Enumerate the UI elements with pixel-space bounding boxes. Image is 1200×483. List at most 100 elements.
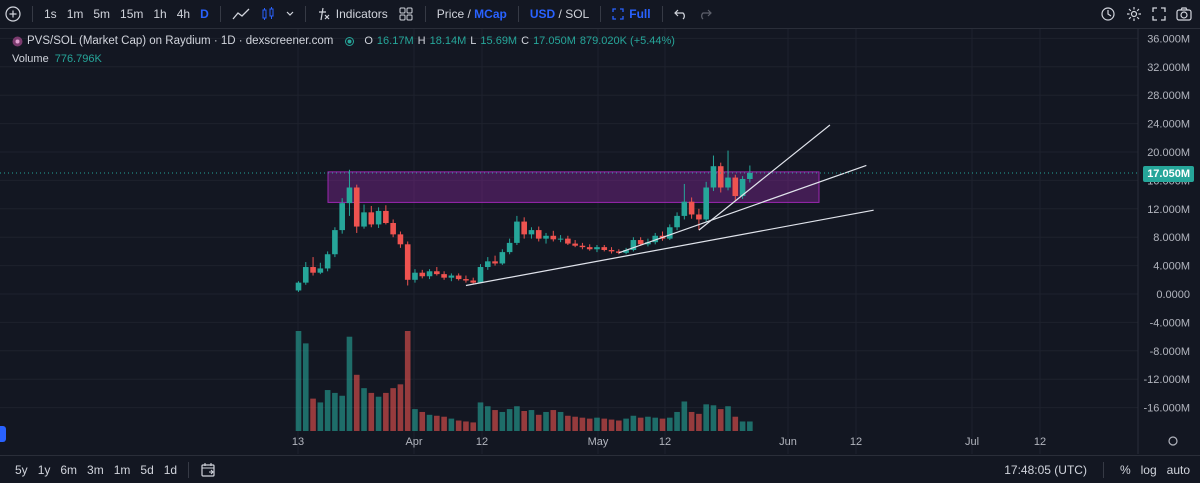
volume-bar: [616, 420, 622, 431]
candle-body: [528, 230, 535, 235]
redo-icon[interactable]: [693, 0, 717, 28]
close-key: C: [521, 35, 530, 47]
usd-label: USD: [529, 7, 556, 21]
currency-toggle[interactable]: USD / SOL: [525, 0, 594, 28]
candle-body: [368, 212, 375, 225]
time-axis-tick: Jul: [965, 436, 979, 448]
volume-bar: [717, 409, 724, 431]
volume-bar: [601, 418, 608, 431]
settings-icon[interactable]: [1126, 6, 1142, 22]
range-6m[interactable]: 6m: [60, 462, 78, 477]
candle-body: [412, 272, 418, 280]
candle-body: [601, 247, 608, 250]
volume-bar: [419, 411, 426, 431]
volume-bar: [557, 411, 564, 431]
timeframe-1s[interactable]: 1s: [44, 7, 57, 21]
indicators-button[interactable]: Indicators: [312, 0, 393, 28]
quick-search-icon[interactable]: [1100, 6, 1116, 22]
time-axis-tick: 12: [659, 436, 671, 448]
price-mcap-toggle[interactable]: Price / MCap: [432, 0, 512, 28]
candle-body: [747, 172, 753, 179]
candle-body: [565, 238, 571, 244]
range-5y[interactable]: 5y: [15, 462, 28, 477]
templates-icon[interactable]: [393, 0, 419, 28]
chevron-down-icon[interactable]: [281, 0, 299, 28]
range-3m[interactable]: 3m: [87, 462, 104, 477]
range-1m[interactable]: 1m: [113, 462, 131, 477]
divider: [219, 6, 221, 22]
axis-settings-icon[interactable]: [1168, 436, 1178, 446]
camera-icon[interactable]: [1176, 7, 1192, 21]
volume-bar: [404, 331, 411, 431]
price-axis-tick: 24.000M: [1147, 119, 1190, 131]
candle-body: [594, 247, 600, 250]
time-axis-tick: Jun: [779, 436, 797, 448]
range-5d[interactable]: 5d: [140, 462, 154, 477]
candle-body: [463, 279, 469, 281]
fullscreen-icon[interactable]: [1152, 7, 1166, 21]
candle-body: [681, 201, 688, 216]
timeframe-4h[interactable]: 4h: [176, 7, 191, 21]
candle-body: [419, 272, 426, 277]
candle-body: [543, 235, 549, 239]
volume-bar: [630, 415, 637, 431]
timeframe-d[interactable]: D: [200, 7, 209, 21]
last-price-label: 17.050M: [1143, 166, 1194, 182]
line-chart-icon[interactable]: [227, 0, 255, 28]
volume-bar: [521, 411, 527, 431]
fullscreen-icon: [612, 8, 624, 20]
percent-toggle[interactable]: %: [1119, 462, 1131, 477]
divider: [304, 6, 306, 22]
timeframe-1m[interactable]: 1m: [66, 7, 84, 21]
toolbar-right: [1100, 0, 1192, 28]
candle-body: [361, 212, 367, 227]
candle-body: [353, 187, 360, 227]
time-axis-tick: May: [588, 436, 609, 448]
timeframe-15m[interactable]: 15m: [120, 7, 144, 21]
candle-body: [404, 244, 411, 280]
clock[interactable]: 17:48:05 (UTC): [1004, 462, 1087, 477]
timeframe-5m[interactable]: 5m: [93, 7, 111, 21]
price-label: Price: [436, 7, 465, 21]
full-label: Full: [629, 7, 651, 21]
volume-bar: [310, 398, 316, 431]
range-1d[interactable]: 1d: [163, 462, 178, 477]
candle-body: [652, 235, 659, 243]
open-value: 16.17M: [376, 35, 414, 47]
volume-bar: [463, 421, 469, 431]
price-chart[interactable]: 36.000M32.000M28.000M24.000M20.000M16.00…: [0, 29, 1200, 454]
price-axis-tick: 20.000M: [1147, 147, 1190, 159]
auto-toggle[interactable]: auto: [1166, 462, 1190, 477]
volume-bar: [397, 384, 404, 431]
candle-body: [521, 221, 527, 235]
timeframe-1h[interactable]: 1h: [153, 7, 167, 21]
add-symbol-icon[interactable]: [0, 0, 26, 28]
price-axis-tick: 8.000M: [1153, 232, 1190, 244]
goto-date-icon[interactable]: [195, 462, 221, 478]
token-logo-icon: [12, 36, 23, 47]
candle-body: [725, 177, 731, 188]
mcap-label: MCap: [474, 7, 507, 21]
range-1y[interactable]: 1y: [37, 462, 51, 477]
candle-body: [616, 251, 622, 253]
price-axis-tick: 0.0000: [1156, 289, 1190, 301]
bottom-right: 17:48:05 (UTC) % log auto: [1004, 456, 1190, 483]
volume-bar: [484, 406, 491, 431]
close-value: 17.050M: [533, 35, 576, 47]
volume-bar: [324, 390, 331, 431]
panel-toggle-handle[interactable]: [0, 426, 6, 442]
undo-icon[interactable]: [669, 0, 693, 28]
log-toggle[interactable]: log: [1140, 462, 1157, 477]
full-button[interactable]: Full: [607, 0, 655, 28]
divider: [517, 6, 519, 22]
candle-body: [492, 261, 498, 264]
volume-bar: [499, 411, 506, 431]
volume-bar: [703, 404, 709, 431]
candle-body: [346, 187, 353, 204]
candle-body: [703, 187, 709, 220]
volume-bar: [506, 409, 513, 431]
volume-bar: [353, 374, 360, 431]
change-value: 879.020K (+5.44%): [579, 35, 675, 47]
candle-body: [674, 215, 680, 228]
candles-chart-icon[interactable]: [255, 0, 281, 28]
